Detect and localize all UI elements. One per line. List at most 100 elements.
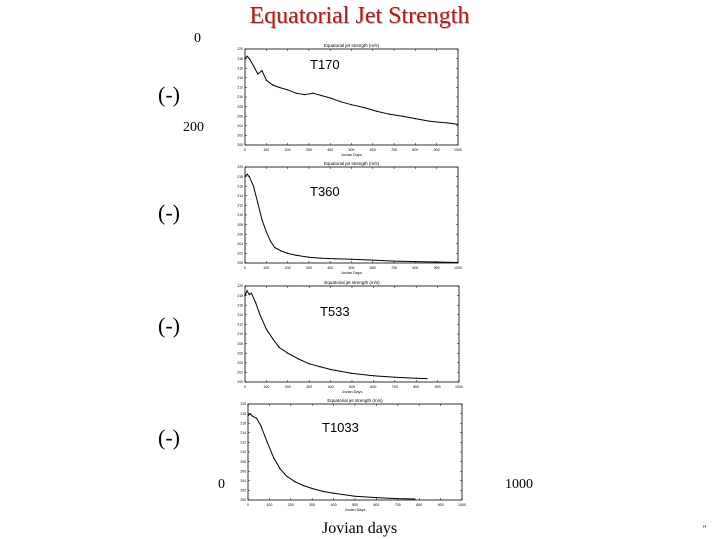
data-point	[261, 219, 263, 221]
y-tick-label: 220	[237, 165, 243, 169]
data-point	[280, 250, 282, 252]
y-tick-label: 208	[237, 223, 243, 227]
paren-mark-1: (-)	[158, 82, 180, 107]
x-tick-label: 300	[309, 503, 315, 507]
series-line	[244, 173, 459, 263]
y-tick-label: 208	[240, 460, 246, 464]
data-point	[246, 173, 248, 175]
slide-title: Equatorial Jet Strength	[249, 3, 470, 29]
data-point	[248, 58, 250, 60]
x-tick-label: 1000	[454, 266, 462, 270]
data-point	[278, 346, 280, 349]
x-tick-label: 500	[349, 266, 355, 270]
y-tick-label: 216	[240, 421, 246, 425]
data-point	[265, 79, 267, 81]
y-tick-label: 220	[237, 47, 243, 51]
x-tick-label: 800	[412, 148, 418, 152]
data-point	[295, 92, 297, 94]
x-tick-label: 800	[413, 385, 419, 389]
y-tick-label: 214	[237, 194, 243, 198]
data-point	[257, 202, 259, 204]
data-point	[329, 97, 331, 99]
y-tick-label: 214	[237, 313, 243, 317]
y-tick-label: 200	[237, 380, 243, 384]
x-axis-label: Jovian Days	[341, 153, 362, 157]
data-point	[376, 110, 378, 112]
data-point	[278, 86, 280, 88]
bottom-axis-label: Jovian days	[322, 520, 398, 537]
data-point	[372, 259, 374, 261]
data-point	[389, 113, 391, 115]
data-point	[287, 352, 289, 354]
data-point	[350, 104, 353, 106]
y-tick-label: 206	[237, 114, 243, 118]
data-point	[426, 378, 428, 380]
data-point	[252, 185, 255, 187]
y-tick-label: 214	[240, 431, 246, 435]
series-line	[244, 55, 459, 125]
data-point	[279, 468, 281, 470]
x-tick-label: 400	[327, 266, 333, 270]
x-axis-label: Jovian Days	[342, 390, 363, 394]
x-tick-label: 800	[416, 503, 422, 507]
x-tick-label: 400	[328, 385, 334, 389]
y-tick-label: 204	[240, 479, 246, 483]
y-tick-label: 212	[237, 204, 243, 208]
x-axis-label: Jovian Days	[345, 508, 366, 512]
data-point	[246, 55, 248, 57]
data-point	[257, 73, 259, 75]
y-tick-label: 210	[237, 95, 243, 99]
data-point	[308, 256, 310, 258]
x-tick-label: 900	[434, 266, 440, 270]
bottom-right-value: 1000	[505, 477, 533, 492]
data-point	[375, 497, 377, 499]
y-tick-label: 216	[237, 184, 243, 188]
x-tick-label: 0	[244, 385, 246, 389]
data-point	[457, 123, 459, 125]
plot-frame	[247, 403, 463, 501]
data-point	[255, 417, 258, 419]
data-point	[250, 292, 253, 294]
data-point	[354, 495, 356, 497]
data-point	[255, 302, 257, 304]
data-point	[272, 338, 274, 340]
chart-panel-t533: Equatorial jet strength (m/s) 0 100 200 300 4…	[237, 280, 463, 394]
y-tick-label: 216	[237, 303, 243, 307]
y-tick-label: 218	[237, 175, 243, 179]
run-annotation: T360	[310, 184, 340, 199]
data-point	[351, 372, 353, 374]
y-tick-label: 202	[240, 489, 246, 493]
x-tick-label: 100	[266, 503, 272, 507]
x-tick-label: 700	[395, 503, 401, 507]
data-point	[414, 118, 416, 120]
data-point	[260, 425, 262, 427]
x-tick-label: 900	[438, 503, 444, 507]
corner-mark: ''	[703, 524, 707, 534]
bottom-left-value: 0	[218, 477, 225, 492]
data-point	[272, 84, 274, 86]
data-point	[311, 487, 313, 490]
y-tick-label: 210	[237, 332, 243, 336]
left-top-value: 0	[194, 31, 201, 46]
data-point	[246, 290, 248, 292]
y-tick-label: 202	[237, 134, 243, 138]
data-point	[287, 252, 289, 254]
data-point	[322, 490, 324, 492]
plot-frame	[244, 48, 459, 146]
x-tick-label: 400	[327, 148, 333, 152]
x-tick-label: 1000	[458, 503, 466, 507]
y-tick-label: 200	[237, 261, 243, 265]
data-point	[274, 247, 276, 249]
data-point	[259, 314, 261, 316]
data-point	[394, 376, 396, 378]
data-point	[372, 375, 374, 377]
run-annotation: T1033	[322, 420, 359, 435]
x-tick-label: 1000	[455, 385, 463, 389]
run-annotation: T170	[310, 57, 340, 72]
data-point	[265, 231, 267, 233]
data-point	[330, 368, 332, 371]
data-point	[414, 498, 416, 500]
y-tick-label: 212	[240, 441, 246, 445]
y-tick-label: 204	[237, 242, 243, 246]
y-tick-label: 212	[237, 323, 243, 327]
